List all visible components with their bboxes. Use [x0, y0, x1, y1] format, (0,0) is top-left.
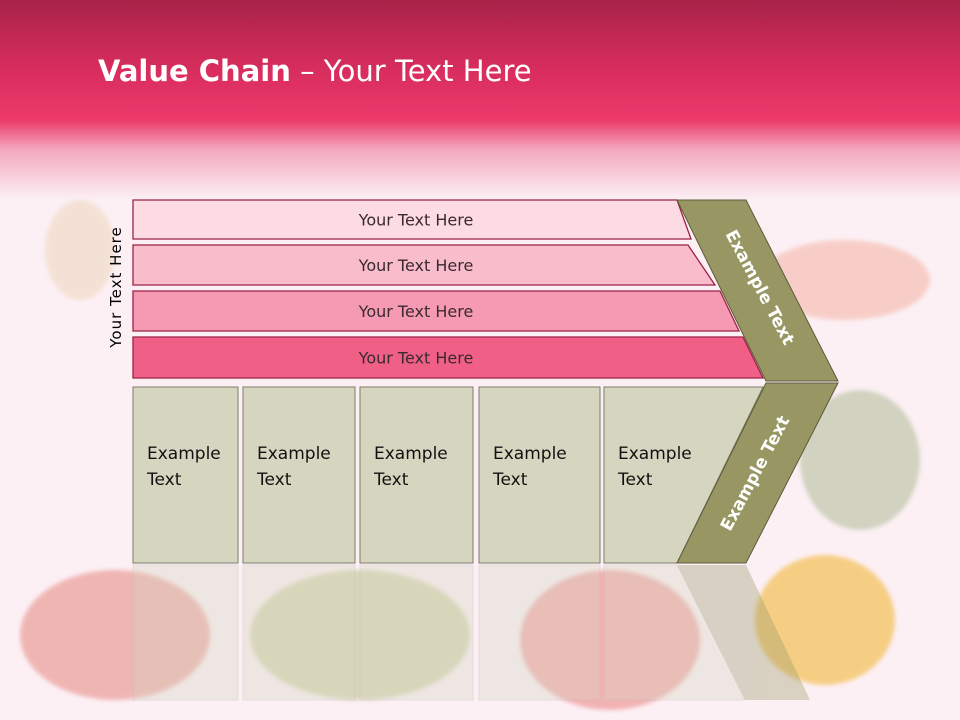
chevron-bottom — [676, 382, 839, 564]
box-label-line1: Example — [374, 444, 448, 464]
background-peppers-right — [520, 570, 700, 710]
box-label-line2: Text — [492, 470, 528, 490]
bar-label: Your Text Here — [358, 349, 474, 368]
box-reflection — [242, 564, 356, 701]
bar-label: Your Text Here — [358, 256, 474, 275]
value-bar — [132, 336, 765, 379]
value-bar — [132, 290, 741, 332]
value-bar — [132, 244, 717, 286]
chevron-reflection — [677, 565, 810, 700]
activity-box — [478, 386, 601, 564]
box-label-line1: Example — [493, 444, 567, 464]
background-peppers-left — [20, 570, 210, 700]
box-label-line1: Example — [147, 444, 221, 464]
box-label-line2: Text — [373, 470, 409, 490]
activity-box — [242, 386, 356, 564]
box-reflection — [132, 564, 239, 701]
header-band — [0, 0, 960, 200]
background-yellow-pepper — [755, 555, 895, 685]
chevron-top — [676, 199, 839, 382]
box-reflection — [603, 564, 746, 701]
box-label-line2: Text — [256, 470, 292, 490]
box-label-line2: Text — [617, 470, 653, 490]
box-label-line1: Example — [618, 444, 692, 464]
box-reflection — [478, 564, 601, 701]
bar-label: Your Text Here — [358, 211, 474, 230]
box-reflection — [359, 564, 474, 701]
slide-title: Value Chain – Your Text Here — [98, 54, 532, 88]
box-label-line1: Example — [257, 444, 331, 464]
bar-label: Your Text Here — [358, 302, 474, 321]
background-onion — [45, 200, 115, 300]
activity-box — [132, 386, 239, 564]
value-bar — [132, 199, 692, 240]
background-peppers-mid — [250, 570, 470, 700]
activity-box — [359, 386, 474, 564]
box-label-line2: Text — [146, 470, 182, 490]
